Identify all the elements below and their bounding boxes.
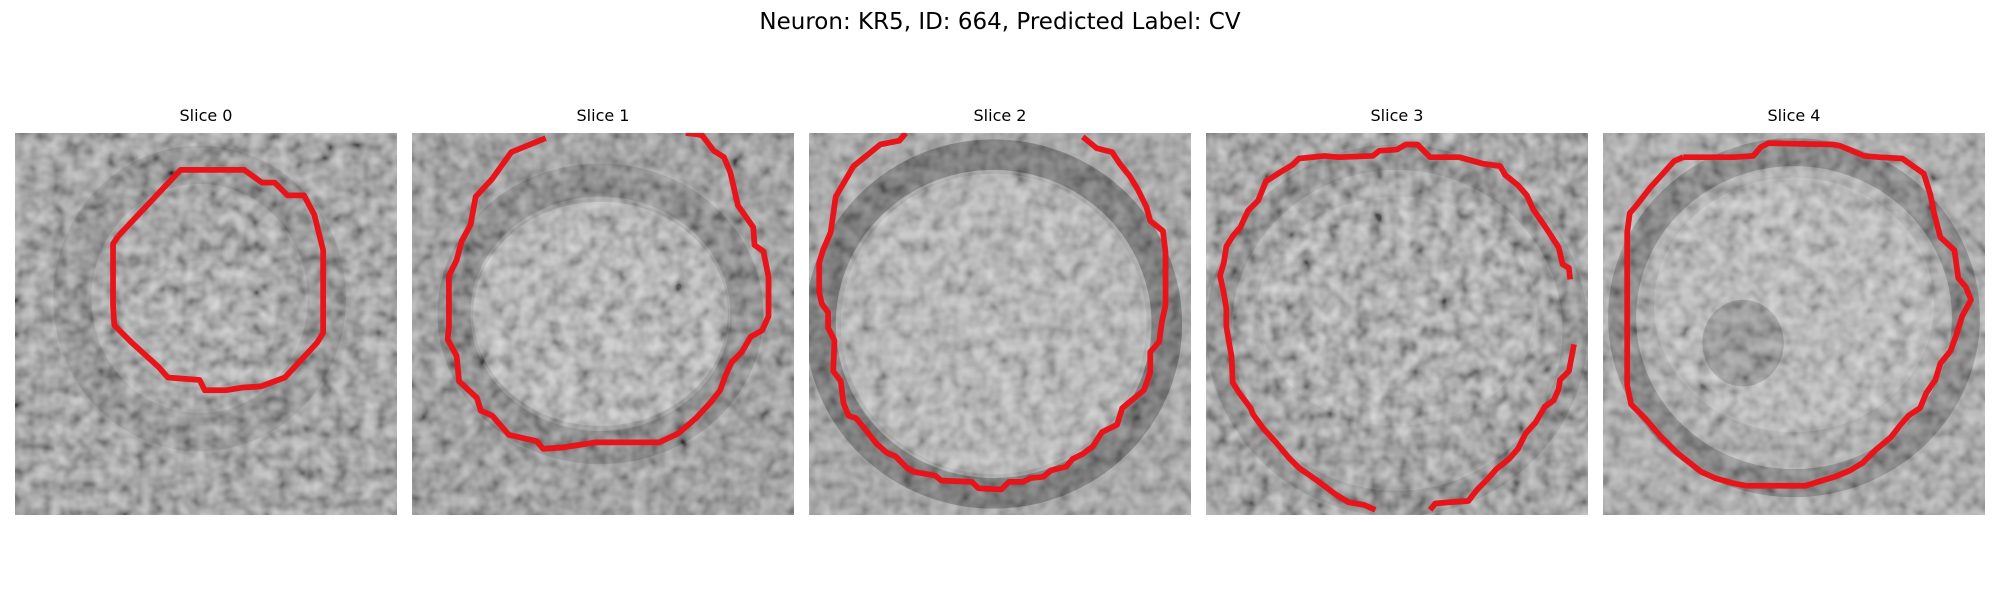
contour-line-secondary (1427, 343, 1577, 512)
figure-title: Neuron: KR5, ID: 664, Predicted Label: C… (759, 9, 1241, 35)
slice-title-2: Slice 2 (973, 106, 1027, 125)
pixel-noise (809, 133, 1191, 515)
pixel-noise (15, 133, 397, 515)
slice-image-1 (412, 133, 794, 515)
slice-image-4 (1603, 133, 1985, 515)
slice-title-4: Slice 4 (1767, 106, 1821, 125)
slice-panel-4: Slice 4 (1603, 105, 1985, 515)
pixel-noise (1603, 133, 1985, 515)
slice-title-3: Slice 3 (1370, 106, 1424, 125)
contour-line (816, 133, 1169, 493)
contour-line (1624, 140, 1974, 489)
contour-line (1217, 141, 1574, 513)
slice-panel-2: Slice 2 (809, 105, 1191, 515)
slice-panel-3: Slice 3 (1206, 105, 1588, 515)
slice-panel-1: Slice 1 (412, 105, 794, 515)
contour-line (444, 133, 772, 452)
slice-image-2 (809, 133, 1191, 515)
slice-title-0: Slice 0 (179, 106, 233, 125)
contour-line (110, 167, 327, 394)
slice-image-0 (15, 133, 397, 515)
slice-title-1: Slice 1 (576, 106, 630, 125)
slice-image-3 (1206, 133, 1588, 515)
slice-panel-0: Slice 0 (15, 105, 397, 515)
